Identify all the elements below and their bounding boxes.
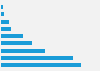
Bar [1,34,23,38]
Bar [1,49,45,53]
Bar [1,56,73,60]
Bar [1,12,4,16]
Bar [1,41,32,45]
Bar [1,27,11,31]
Bar [1,20,9,24]
Bar [1,5,3,9]
Bar [1,63,81,67]
